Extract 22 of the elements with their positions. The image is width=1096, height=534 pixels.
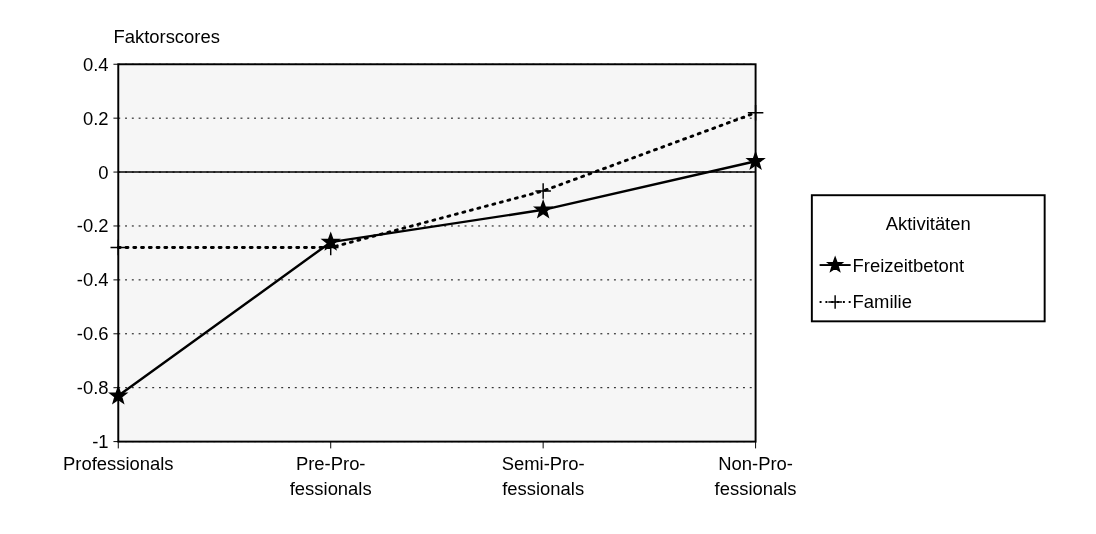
y-tick-label: 0.2 (82, 107, 109, 129)
x-tick-label: Non-Pro- fessionals (714, 452, 797, 499)
x-tick-label: Semi-Pro- fessionals (501, 452, 585, 499)
point (747, 104, 765, 122)
y-tick-label: -0.2 (76, 215, 109, 237)
y-tick-label: -1 (92, 431, 109, 453)
y-tick-label: -0.6 (76, 323, 109, 345)
legend-label: Freizeitbetont (852, 254, 965, 276)
point (746, 152, 765, 169)
legend-label: Familie (852, 291, 912, 313)
y-tick-label: -0.4 (76, 269, 109, 291)
point (109, 239, 127, 257)
y-tick-label: 0.4 (82, 53, 109, 75)
point (109, 386, 128, 404)
point (534, 182, 552, 200)
y-tick-label: -0.8 (76, 377, 109, 399)
x-tick-label: Pre-Pro- fessionals (289, 452, 372, 499)
x-tick-label: Professionals (62, 452, 174, 474)
legend-title: Aktivitäten (885, 213, 971, 235)
y-tick-label: 0 (98, 161, 109, 183)
point (534, 200, 552, 218)
y-axis-title: Faktorscores (113, 25, 220, 47)
